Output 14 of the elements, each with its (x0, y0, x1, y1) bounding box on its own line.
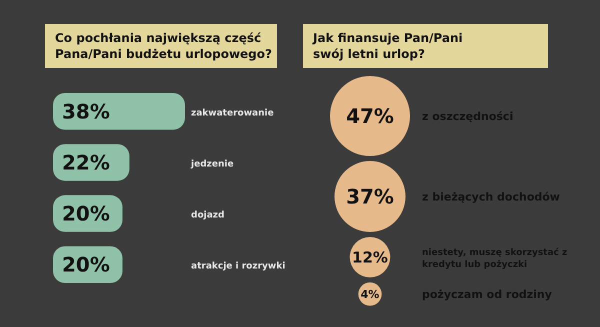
y-tick-label: zakwaterowanie (191, 108, 274, 118)
data-label: 20% (62, 202, 110, 226)
data-label: 38% (62, 99, 110, 124)
y-tick-label: dojazd (191, 210, 224, 221)
data-label: 20% (62, 252, 110, 277)
y-tick-label: jedzenie (190, 159, 234, 170)
data-label: 22% (62, 150, 110, 174)
y-tick-label: atrakcje i rozrywki (191, 262, 286, 272)
data-label: 12% (352, 248, 388, 266)
data-label: 4% (360, 288, 380, 301)
text: Jak finansuje Pan/Pani swój letni urlop? (312, 31, 463, 61)
data-label: 37% (346, 184, 394, 208)
chart-title: Co pochłania największą część Pana/Pani budżetu urlopowego? (55, 31, 272, 61)
data-label: 47% (346, 104, 394, 128)
